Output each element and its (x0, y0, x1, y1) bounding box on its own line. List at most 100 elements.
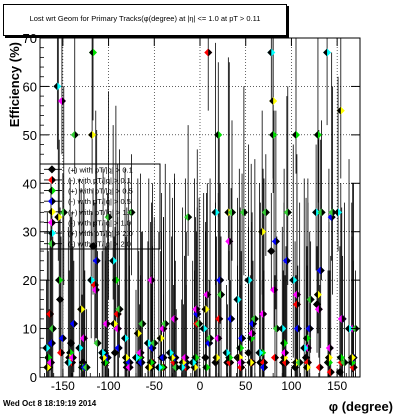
data-point (230, 358, 235, 367)
data-point (117, 324, 122, 333)
data-point (224, 208, 229, 217)
y-tick-label: 0 (30, 370, 37, 385)
data-point (336, 106, 341, 115)
axis-ticks: -150 -100 -50 0 50 100 150 0 10 20 30 40 50 60 70 (23, 31, 360, 393)
data-point (107, 353, 112, 362)
data-point (307, 358, 312, 367)
data-point (280, 353, 285, 362)
data-point (312, 208, 317, 217)
data-point (232, 208, 236, 217)
data-point (87, 276, 92, 285)
legend-marker-half (48, 165, 52, 174)
data-point (275, 237, 280, 246)
y-tick-label: 20 (23, 273, 37, 288)
x-axis-label: φ (degree) (329, 399, 393, 414)
data-point (313, 130, 318, 139)
data-point (211, 358, 216, 367)
data-point (140, 348, 145, 357)
legend-label: (-) with pT/|q| > 1.0 (68, 218, 131, 227)
data-point (299, 358, 304, 367)
data-point (319, 363, 324, 372)
data-point (56, 295, 61, 304)
data-point (133, 329, 138, 338)
x-tick-label: -100 (97, 379, 121, 393)
legend-label: (-) with pT/|q| > 2.0 (68, 240, 131, 249)
data-point (67, 339, 72, 348)
data-point (121, 353, 126, 362)
legend-label: (+) with pT/|q| > 1.0 (68, 208, 133, 217)
data-point (330, 368, 335, 377)
data-point (219, 314, 224, 323)
data-point (269, 96, 274, 105)
data-point (98, 348, 103, 357)
data-point (263, 310, 268, 319)
data-point (199, 324, 204, 333)
data-point (61, 348, 66, 357)
data-point (61, 96, 66, 105)
data-point (274, 285, 279, 294)
data-point (285, 348, 290, 357)
y-axis-label: Efficiency (%) (7, 42, 22, 127)
data-point (156, 334, 161, 343)
data-point (63, 208, 68, 217)
x-tick-label: 100 (281, 379, 301, 393)
x-tick-label: -50 (146, 379, 164, 393)
data-point (43, 363, 48, 372)
data-point (143, 339, 148, 348)
data-point (108, 213, 113, 222)
data-point (72, 353, 77, 362)
data-point (344, 358, 349, 367)
data-point (254, 314, 259, 323)
data-point (73, 319, 78, 328)
x-tick-label: 0 (197, 379, 204, 393)
data-point (118, 343, 123, 352)
legend-label: (-) with pT/|q| > 0.5 (68, 197, 131, 206)
data-point (210, 334, 215, 343)
data-point (353, 363, 358, 372)
data-point (89, 48, 94, 57)
legend-label: (+) with pT/|q| > 2.0 (68, 229, 133, 238)
data-point (174, 314, 179, 323)
data-point (307, 343, 312, 352)
data-point (207, 290, 212, 299)
data-point (208, 48, 213, 57)
data-point (241, 358, 246, 367)
legend-label: (+) with pT/|q| > 0.5 (68, 187, 133, 196)
timestamp-footer: Wed Oct 8 18:19:19 2014 (3, 399, 97, 408)
data-point (151, 276, 156, 285)
data-point (212, 353, 217, 362)
y-tick-label: 10 (23, 322, 37, 337)
x-tick-label: -150 (51, 379, 75, 393)
data-point (302, 363, 307, 372)
legend-marker-half (52, 175, 56, 184)
data-point (77, 305, 82, 314)
data-point (297, 324, 302, 333)
data-point (163, 353, 168, 362)
data-point (292, 358, 296, 367)
data-point (165, 319, 170, 328)
data-point (89, 242, 94, 251)
data-point (129, 363, 134, 372)
data-point (214, 130, 219, 139)
data-point (336, 353, 341, 362)
data-points (42, 48, 360, 377)
data-point (88, 130, 93, 139)
data-point (154, 363, 159, 372)
data-point (335, 368, 340, 377)
legend-marker-half (48, 229, 52, 238)
data-point (111, 276, 116, 285)
data-point (62, 334, 67, 343)
data-point (320, 266, 325, 275)
data-point (110, 319, 115, 328)
data-point (274, 353, 279, 362)
data-point (233, 295, 238, 304)
data-point (332, 208, 337, 217)
legend-label: (-) with pT/|q| > 0.1 (68, 176, 131, 185)
data-point (197, 310, 202, 319)
data-point (86, 363, 91, 372)
data-point (95, 285, 100, 294)
data-point (285, 358, 290, 367)
data-point (175, 353, 180, 362)
